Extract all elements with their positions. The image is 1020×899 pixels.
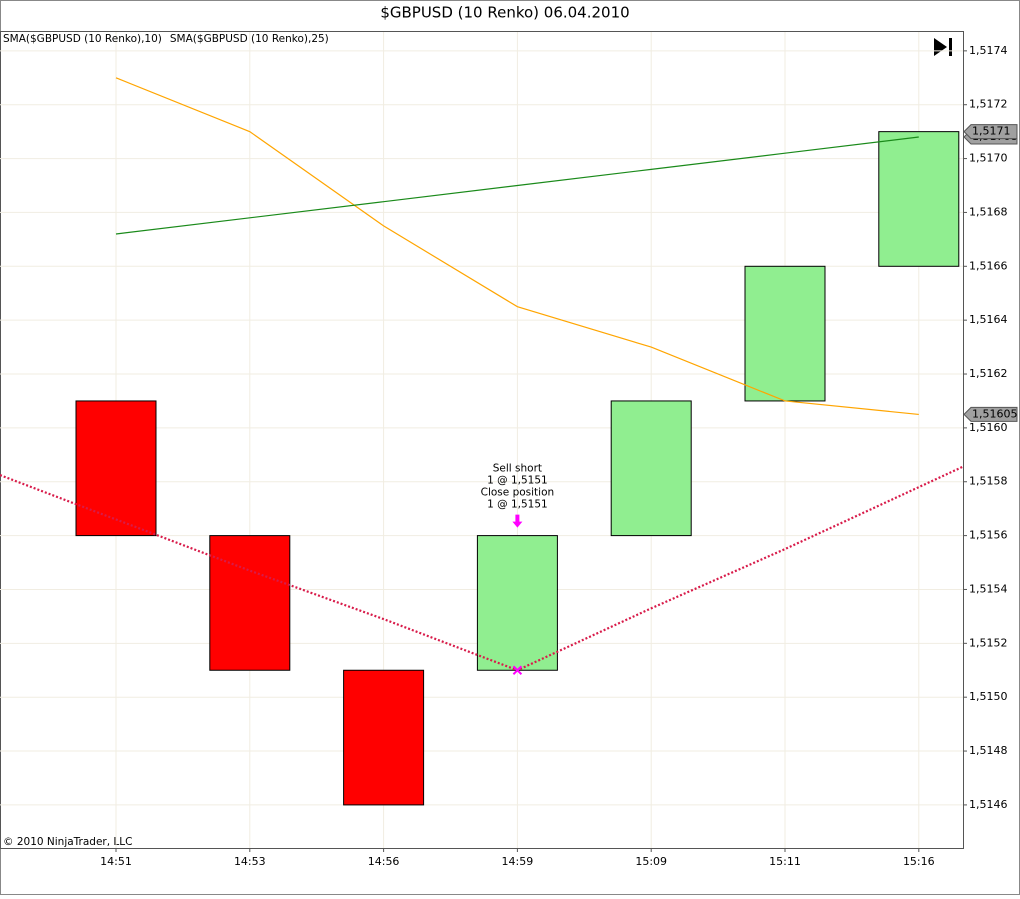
renko-box — [209, 535, 291, 671]
renko-box — [75, 400, 157, 537]
chart-title: $GBPUSD (10 Renko) 06.04.2010 — [380, 4, 629, 22]
x-tick-label: 15:09 — [635, 855, 667, 868]
renko-box — [476, 535, 558, 671]
sma-line — [115, 77, 919, 416]
x-tick-label: 15:11 — [769, 855, 801, 868]
price-marker-label: 1,51605 — [972, 407, 1018, 420]
x-tick-label: 14:56 — [368, 855, 400, 868]
x-tick-label: 14:53 — [234, 855, 266, 868]
y-tick-label: 1,5170 — [969, 152, 1008, 165]
y-tick-label: 1,5152 — [969, 636, 1008, 649]
signal-arrow — [512, 514, 523, 528]
y-tick-label: 1,5148 — [969, 744, 1008, 757]
price-marker-label: 1,5171 — [972, 125, 1011, 138]
y-tick-label: 1,5150 — [969, 690, 1008, 703]
renko-box — [744, 265, 826, 402]
execution-marker — [512, 665, 523, 675]
y-tick-label: 1,5146 — [969, 798, 1008, 811]
sma-line — [115, 136, 919, 235]
annotation-line: Sell short — [493, 463, 542, 475]
y-tick-label: 1,5168 — [969, 205, 1008, 218]
y-tick-label: 1,5172 — [969, 98, 1008, 111]
scroll-end-icon[interactable] — [934, 38, 952, 56]
price-marker — [963, 406, 1018, 422]
y-tick-label: 1,5162 — [969, 367, 1008, 380]
y-tick-label: 1,5164 — [969, 313, 1008, 326]
renko-box — [878, 131, 960, 267]
y-tick-label: 1,5154 — [969, 582, 1008, 595]
y-tick-label: 1,5160 — [969, 421, 1008, 434]
x-tick-label: 14:59 — [502, 855, 534, 868]
y-tick-label: 1,5158 — [969, 475, 1008, 488]
y-tick-label: 1,5156 — [969, 529, 1008, 542]
renko-box — [610, 400, 692, 537]
x-tick-label: 15:16 — [903, 855, 935, 868]
renko-box — [343, 669, 425, 806]
legend-entry: SMA($GBPUSD (10 Renko),10) — [3, 33, 162, 45]
annotation-line: 1 @ 1,5151 — [487, 475, 548, 487]
y-tick-label: 1,5174 — [969, 44, 1008, 57]
annotation-line: 1 @ 1,5151 — [487, 499, 548, 511]
plot-area — [0, 31, 964, 849]
price-marker — [963, 124, 1018, 140]
annotation-line: Close position — [481, 487, 555, 499]
x-tick-label: 14:51 — [100, 855, 132, 868]
legend-entry: SMA($GBPUSD (10 Renko),25) — [170, 33, 329, 45]
copyright: © 2010 NinjaTrader, LLC — [3, 836, 132, 848]
y-tick-label: 1,5166 — [969, 259, 1008, 272]
